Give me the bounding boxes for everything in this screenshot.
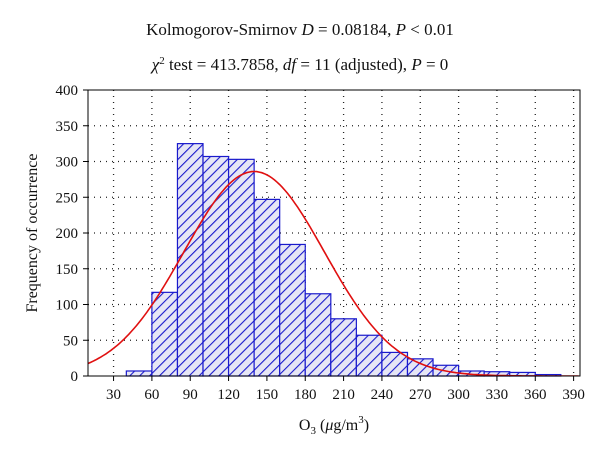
x-label-part: ( [316, 417, 325, 434]
x-tick-label: 180 [294, 387, 317, 403]
title-p-symbol: P [395, 20, 407, 39]
histogram-bar [355, 334, 383, 377]
histogram-bar [151, 291, 179, 377]
axis-ticks: 30 60 90 120 150 180 210 240 270 300 330 360 390 0 50 1… [56, 83, 585, 403]
y-tick-label: 350 [56, 119, 79, 135]
y-tick-label: 300 [56, 155, 79, 171]
title-text: = 11 (adjusted), [296, 55, 412, 74]
histogram-bar [253, 198, 281, 377]
y-axis-label: Frequency of occurrence [24, 153, 41, 312]
x-label-superscript: 3 [358, 414, 364, 426]
title-text: = 0.08184, [313, 20, 396, 39]
y-tick-label: 100 [56, 298, 79, 314]
x-tick-label: 390 [562, 387, 585, 403]
x-tick-label: 90 [183, 387, 198, 403]
chart-title-line-2: χ2 test = 413.7858, df = 11 (adjusted), … [0, 55, 600, 75]
y-tick-label: 200 [56, 226, 79, 242]
histogram-bar [227, 158, 255, 377]
x-label-part: O [299, 417, 311, 434]
title-text: test = 413.7858, [164, 55, 283, 74]
histogram-bar [125, 370, 153, 377]
x-tick-label: 120 [217, 387, 240, 403]
y-tick-label: 400 [56, 83, 79, 99]
x-tick-label: 150 [256, 387, 279, 403]
y-tick-label: 150 [56, 262, 79, 278]
x-label-part: ) [364, 417, 369, 434]
y-tick-label: 250 [56, 190, 79, 206]
title-text: = 0 [421, 55, 449, 74]
title-text: < 0.01 [406, 20, 454, 39]
histogram-bar [381, 351, 409, 377]
x-label-mu: μ [324, 417, 333, 434]
x-tick-label: 240 [371, 387, 394, 403]
title-d-symbol: D [301, 20, 314, 39]
title-p-symbol: P [411, 55, 422, 74]
title-chi-superscript: 2 [159, 55, 165, 67]
x-tick-label: 270 [409, 387, 432, 403]
x-tick-label: 210 [332, 387, 355, 403]
chart-title-line-1: Kolmogorov-Smirnov D = 0.08184, P < 0.01 [0, 20, 600, 40]
x-axis-label: O3 (μg/m3) [299, 414, 369, 437]
histogram-bar [279, 243, 306, 377]
x-tick-label: 30 [106, 387, 121, 403]
x-tick-label: 360 [524, 387, 547, 403]
title-text: Kolmogorov-Smirnov [146, 20, 302, 39]
title-df-symbol: df [282, 55, 297, 74]
histogram-bar [202, 155, 230, 377]
histogram-bars [125, 143, 562, 377]
y-tick-label: 50 [63, 333, 78, 349]
histogram-bar [330, 318, 357, 377]
histogram-bar [304, 293, 332, 377]
x-tick-label: 300 [447, 387, 470, 403]
x-tick-label: 330 [486, 387, 509, 403]
x-label-part: g/m [333, 417, 358, 434]
histogram-bar [176, 143, 204, 377]
x-tick-label: 60 [144, 387, 159, 403]
x-label-subscript: 3 [310, 425, 316, 437]
y-tick-label: 0 [71, 369, 79, 385]
title-chi-symbol: χ [151, 55, 160, 74]
